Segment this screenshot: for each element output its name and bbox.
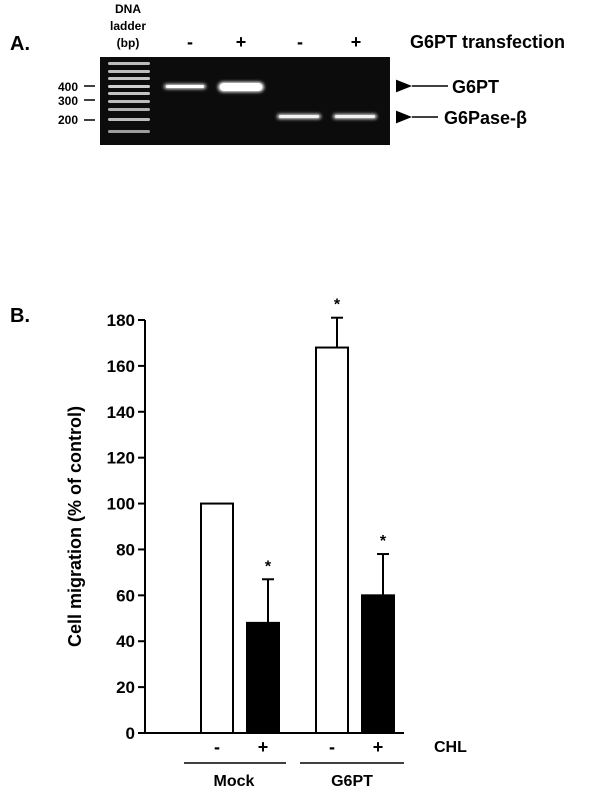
y-tick-label: 160 xyxy=(107,357,135,376)
category-label: - xyxy=(329,737,335,757)
ladder-bands xyxy=(108,62,150,133)
lane-sign-2: + xyxy=(236,32,247,52)
category-label: + xyxy=(373,737,384,757)
size-marker-400: 400 xyxy=(58,80,78,94)
transfection-label: G6PT transfection xyxy=(410,32,565,52)
bar xyxy=(246,621,280,734)
ladder-header-line-1: DNA xyxy=(115,2,141,16)
category-label: + xyxy=(258,737,269,757)
lane-sign-1: - xyxy=(187,32,193,52)
group-label-g6pt: G6PT xyxy=(331,773,373,790)
lane-sign-3: - xyxy=(297,32,303,52)
treatment-label: CHL xyxy=(434,739,467,756)
y-tick-label: 100 xyxy=(107,495,135,514)
band-label-g6pt: G6PT xyxy=(452,77,499,97)
bar xyxy=(361,594,395,734)
band-label-g6pase: G6Pase-β xyxy=(444,108,527,128)
group-label-mock: Mock xyxy=(214,773,255,790)
y-tick-label: 0 xyxy=(126,724,135,743)
ladder-header-line-2: ladder xyxy=(110,19,146,33)
y-tick-label: 40 xyxy=(116,632,135,651)
category-label: - xyxy=(214,737,220,757)
y-tick-label: 140 xyxy=(107,403,135,422)
ladder-header-line-3: (bp) xyxy=(117,36,140,50)
y-tick-label: 180 xyxy=(107,311,135,330)
significance-marker: * xyxy=(265,558,272,575)
size-marker-300: 300 xyxy=(58,94,78,108)
y-tick-label: 80 xyxy=(116,540,135,559)
gel-image xyxy=(100,57,390,145)
panel-a-label: A. xyxy=(10,33,30,55)
size-marker-200: 200 xyxy=(58,113,78,127)
bar xyxy=(315,346,349,734)
y-tick-label: 120 xyxy=(107,449,135,468)
lane-sign-4: + xyxy=(351,32,362,52)
bar xyxy=(200,502,234,734)
bar-chart: 0 20 40 60 80 100 120 140 160 180 Cell migration (… xyxy=(65,297,404,757)
y-tick-label: 60 xyxy=(116,586,135,605)
significance-marker: * xyxy=(334,297,341,314)
y-tick-label: 20 xyxy=(116,678,135,697)
significance-marker: * xyxy=(380,533,387,550)
y-axis-label: Cell migration (% of control) xyxy=(65,406,85,647)
panel-b-label: B. xyxy=(10,305,30,327)
